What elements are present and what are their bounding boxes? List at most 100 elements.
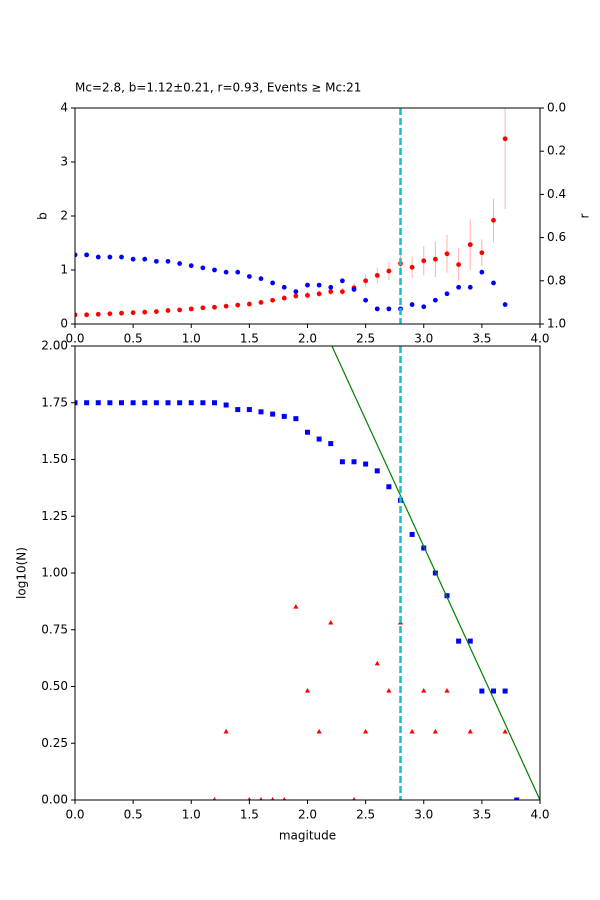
- point: [305, 429, 310, 435]
- point: [374, 306, 380, 312]
- point: [246, 407, 252, 413]
- point: [84, 252, 90, 258]
- point: [293, 289, 299, 294]
- point: [421, 688, 427, 693]
- point: [386, 484, 392, 490]
- point: [421, 545, 427, 551]
- point: [502, 688, 508, 694]
- point: [130, 400, 136, 406]
- point: [352, 797, 356, 800]
- point: [409, 264, 415, 270]
- y-tick-label: 1.50: [41, 452, 68, 466]
- point: [386, 688, 392, 693]
- point: [502, 136, 508, 142]
- point: [328, 619, 334, 625]
- y-tick-label: 2.00: [41, 339, 68, 353]
- point: [153, 309, 159, 314]
- y-tick-label: 1.75: [41, 395, 68, 409]
- point: [363, 297, 369, 303]
- point: [212, 267, 217, 273]
- point: [212, 304, 217, 310]
- y-axis-label: log10(N): [15, 547, 29, 599]
- axes-frame: [74, 107, 541, 325]
- point: [467, 242, 473, 248]
- x-tick-label: 1.5: [240, 332, 259, 346]
- point: [444, 291, 450, 297]
- point: [316, 728, 322, 734]
- point: [84, 312, 90, 318]
- point: [188, 400, 194, 406]
- point: [223, 303, 229, 309]
- x-tick-label: 3.0: [414, 332, 433, 346]
- point: [235, 269, 241, 275]
- point: [107, 311, 113, 317]
- point: [467, 638, 473, 644]
- y2-tick-label: 0.2: [547, 144, 566, 158]
- y-tick-label: 0.50: [41, 679, 68, 693]
- point: [386, 306, 392, 312]
- point: [467, 284, 473, 290]
- point: [363, 728, 369, 734]
- point: [107, 400, 113, 406]
- point: [502, 728, 508, 734]
- y-tick-label: 0.25: [41, 736, 68, 750]
- x-tick-label: 2.5: [356, 332, 375, 346]
- point: [409, 531, 415, 537]
- point: [212, 797, 217, 800]
- point: [165, 258, 171, 264]
- point: [200, 265, 206, 271]
- point: [305, 282, 310, 288]
- point: [281, 284, 287, 290]
- x-tick-label: 2.5: [356, 808, 375, 822]
- point: [165, 400, 171, 406]
- point: [339, 289, 345, 294]
- point: [75, 400, 78, 406]
- point: [491, 688, 496, 694]
- point: [491, 280, 496, 286]
- x-tick-label: 2.0: [298, 332, 317, 346]
- point: [223, 269, 229, 275]
- point: [444, 688, 450, 693]
- plot-area: [75, 108, 508, 318]
- point: [188, 263, 194, 269]
- point: [479, 269, 485, 275]
- point: [259, 797, 263, 800]
- point: [293, 293, 299, 299]
- point: [316, 282, 322, 288]
- point: [467, 728, 473, 734]
- point: [270, 797, 275, 800]
- point: [328, 284, 334, 290]
- point: [502, 302, 508, 307]
- point: [281, 413, 287, 419]
- x-tick-label: 1.5: [240, 808, 259, 822]
- y2-tick-label: 0.0: [547, 101, 566, 115]
- x-tick-label: 0.0: [65, 332, 84, 346]
- point: [293, 604, 299, 609]
- x-tick-label: 0.5: [124, 332, 143, 346]
- point: [351, 287, 357, 292]
- point: [84, 400, 90, 406]
- y2-axis-label: r: [578, 213, 592, 218]
- x-tick-label: 3.5: [472, 332, 491, 346]
- fit-line: [331, 346, 540, 800]
- y2-tick-label: 1.0: [547, 317, 566, 331]
- plot-area: [75, 346, 540, 800]
- point: [177, 400, 183, 406]
- point: [316, 436, 322, 442]
- point: [119, 254, 124, 260]
- point: [514, 797, 520, 800]
- point: [374, 468, 380, 474]
- point: [258, 276, 264, 282]
- y-tick-label: 1.00: [41, 566, 68, 580]
- point: [351, 459, 357, 465]
- x-tick-label: 0.0: [65, 808, 84, 822]
- point: [165, 308, 171, 313]
- point: [95, 311, 101, 317]
- point: [456, 638, 462, 644]
- point: [479, 250, 485, 256]
- point: [363, 278, 369, 284]
- point: [328, 289, 334, 294]
- point: [432, 256, 438, 262]
- y-tick-label: 0: [60, 317, 68, 331]
- point: [75, 252, 78, 258]
